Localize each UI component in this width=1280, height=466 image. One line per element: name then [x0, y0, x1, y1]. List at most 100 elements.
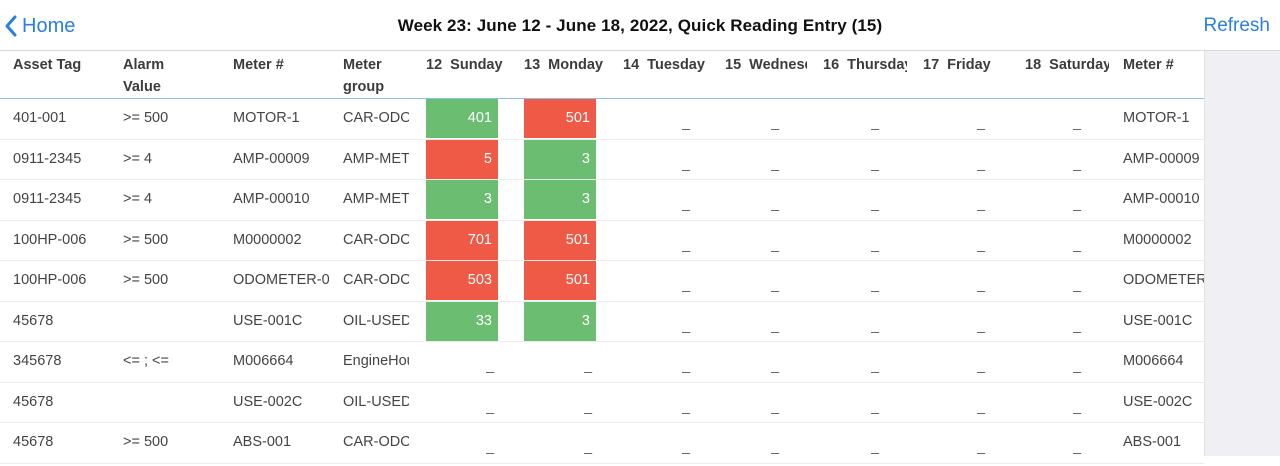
table-row: 100HP-006 >= 500 M0000002 CAR-ODOMETER 701 50… — [0, 220, 1204, 261]
reading-cell-wednesday[interactable]: _ — [771, 154, 779, 171]
column-header-tuesday[interactable]: 14 Tuesday — [623, 57, 705, 73]
reading-cell-sunday[interactable]: 5 — [426, 139, 498, 179]
reading-cell-saturday[interactable]: _ — [1073, 357, 1081, 373]
reading-cell-thursday[interactable]: _ — [871, 276, 879, 292]
reading-cell-saturday[interactable]: _ — [1073, 397, 1081, 414]
reading-cell-friday[interactable]: _ — [977, 316, 985, 333]
reading-cell-monday[interactable]: _ — [584, 397, 592, 414]
reading-cell-friday[interactable]: _ — [977, 276, 985, 292]
reading-cell-wednesday[interactable]: _ — [771, 397, 779, 414]
home-back-button[interactable]: Home — [4, 12, 75, 40]
reading-cell-saturday[interactable]: _ — [1073, 316, 1081, 333]
reading-cell-sunday[interactable]: _ — [486, 397, 494, 414]
reading-cell-tuesday[interactable]: _ — [682, 154, 690, 171]
column-header-asset-tag[interactable]: Asset Tag — [13, 57, 82, 73]
reading-cell-monday[interactable]: 3 — [524, 301, 596, 341]
meter-number-right-cell: AMP-00009 — [1123, 150, 1200, 167]
refresh-button[interactable]: Refresh — [1203, 15, 1270, 36]
reading-cell-thursday[interactable]: _ — [871, 438, 879, 454]
reading-cell-monday[interactable]: _ — [584, 357, 592, 373]
reading-cell-saturday[interactable]: _ — [1073, 195, 1081, 211]
meter-number-cell: USE-001C — [233, 312, 303, 329]
column-header-monday[interactable]: 13 Monday — [524, 57, 603, 73]
reading-cell-saturday[interactable]: _ — [1073, 114, 1081, 130]
reading-cell-wednesday[interactable]: _ — [771, 276, 779, 292]
reading-cell-tuesday[interactable]: _ — [682, 235, 690, 252]
column-header-alarm-value[interactable]: Alarm Value — [123, 57, 165, 95]
reading-cell-saturday[interactable]: _ — [1073, 235, 1081, 252]
reading-cell-thursday[interactable]: _ — [871, 195, 879, 211]
reading-cell-tuesday[interactable]: _ — [682, 195, 690, 211]
reading-cell-tuesday[interactable]: _ — [682, 276, 690, 292]
reading-cell-saturday[interactable]: _ — [1073, 438, 1081, 454]
reading-cell-saturday[interactable]: _ — [1073, 154, 1081, 171]
reading-cell-friday[interactable]: _ — [977, 235, 985, 252]
reading-cell-tuesday[interactable]: _ — [682, 114, 690, 130]
reading-cell-wednesday[interactable]: _ — [771, 357, 779, 373]
column-header-wednesday[interactable]: 15 Wednesday — [725, 57, 807, 73]
reading-cell-sunday[interactable]: 701 — [426, 220, 498, 260]
table-row: 0911-2345 >= 4 AMP-00010 AMP-METER 33 _ _ _ _ _ AM… — [0, 180, 1204, 221]
reading-cell-thursday[interactable]: _ — [871, 397, 879, 414]
reading-cell-saturday[interactable]: _ — [1073, 276, 1081, 292]
reading-cell-monday[interactable]: 501 — [524, 220, 596, 260]
reading-cell-sunday[interactable]: 3 — [426, 180, 498, 219]
column-header-sunday[interactable]: 12 Sunday — [426, 57, 503, 73]
reading-cell-wednesday[interactable]: _ — [771, 235, 779, 252]
meter-number-cell: AMP-00009 — [233, 150, 310, 167]
reading-cell-thursday[interactable]: _ — [871, 114, 879, 130]
reading-cell-sunday[interactable]: 33 — [426, 301, 498, 341]
reading-cell-tuesday[interactable]: _ — [682, 438, 690, 454]
reading-cell-monday[interactable]: 501 — [524, 99, 596, 138]
column-header-thursday[interactable]: 16 Thursday — [823, 57, 907, 73]
reading-cell-wednesday[interactable]: _ — [771, 316, 779, 333]
grid-header-row: Asset Tag Alarm Value Meter # Meter group 12… — [0, 51, 1204, 99]
meter-group-cell: CAR-ODOMETER — [343, 434, 409, 450]
reading-cell-thursday[interactable]: _ — [871, 316, 879, 333]
reading-cell-friday[interactable]: _ — [977, 438, 985, 454]
column-header-meter-number-right[interactable]: Meter # — [1123, 57, 1174, 73]
reading-cell-tuesday[interactable]: _ — [682, 357, 690, 373]
reading-grid: Asset Tag Alarm Value Meter # Meter group 12… — [0, 51, 1204, 464]
home-back-label[interactable]: Home — [22, 14, 76, 37]
column-header-friday[interactable]: 17 Friday — [923, 57, 991, 73]
reading-cell-friday[interactable]: _ — [977, 397, 985, 414]
alarm-value-cell: >= 4 — [123, 191, 153, 207]
reading-cell-thursday[interactable]: _ — [871, 235, 879, 252]
navigation-bar: Home Week 23: June 12 - June 18, 2022, Q… — [0, 0, 1280, 51]
reading-cell-monday[interactable]: _ — [584, 438, 592, 454]
reading-cell-monday[interactable]: 3 — [524, 180, 596, 219]
alarm-value-cell: >= 500 — [123, 434, 169, 450]
asset-tag-cell: 45678 — [13, 393, 54, 410]
reading-cell-wednesday[interactable]: _ — [771, 438, 779, 454]
reading-cell-friday[interactable]: _ — [977, 195, 985, 211]
alarm-value-cell: >= 500 — [123, 272, 169, 288]
meter-number-right-cell: USE-001C — [1123, 312, 1193, 329]
reading-cell-friday[interactable]: _ — [977, 154, 985, 171]
alarm-value-cell: <= ; <= — [123, 353, 169, 369]
reading-cell-sunday[interactable]: _ — [486, 357, 494, 373]
reading-cell-sunday[interactable]: 401 — [426, 99, 498, 138]
page-title: Week 23: June 12 - June 18, 2022, Quick … — [397, 16, 883, 35]
meter-number-right-cell: ABS-001 — [1123, 434, 1182, 450]
meter-group-cell: CAR-ODOMETER — [343, 231, 409, 248]
reading-cell-wednesday[interactable]: _ — [771, 114, 779, 130]
reading-cell-sunday[interactable]: _ — [486, 438, 494, 454]
asset-tag-cell: 401-001 — [13, 110, 67, 126]
asset-tag-cell: 45678 — [13, 312, 54, 329]
reading-cell-monday[interactable]: 501 — [524, 261, 596, 300]
meter-number-right-cell: M0000002 — [1123, 231, 1192, 248]
reading-cell-thursday[interactable]: _ — [871, 357, 879, 373]
reading-cell-friday[interactable]: _ — [977, 114, 985, 130]
reading-cell-tuesday[interactable]: _ — [682, 397, 690, 414]
reading-cell-wednesday[interactable]: _ — [771, 195, 779, 211]
reading-cell-thursday[interactable]: _ — [871, 154, 879, 171]
reading-cell-sunday[interactable]: 503 — [426, 261, 498, 300]
reading-cell-monday[interactable]: 3 — [524, 139, 596, 179]
column-header-meter-group[interactable]: Meter group — [343, 57, 385, 95]
column-header-saturday[interactable]: 18 Saturday — [1025, 57, 1109, 73]
reading-cell-tuesday[interactable]: _ — [682, 316, 690, 333]
column-header-meter-number[interactable]: Meter # — [233, 57, 284, 73]
reading-cell-friday[interactable]: _ — [977, 357, 985, 373]
asset-tag-cell: 0911-2345 — [13, 150, 82, 167]
